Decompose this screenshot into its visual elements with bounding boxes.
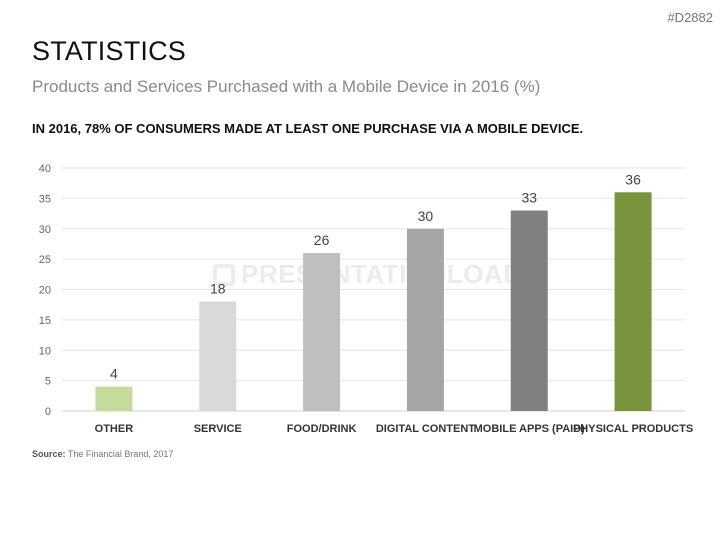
x-tick-label: SERVICE [194, 423, 242, 435]
y-tick-label: 40 [39, 163, 51, 175]
y-tick-label: 20 [39, 285, 51, 297]
bar-chart: 0 5 10 15 20 25 30 35 40 4 OTHER 18 SERVICE 26 FOOD/DR… [39, 163, 693, 435]
data-label: 30 [418, 208, 434, 224]
data-label: 26 [314, 232, 330, 248]
data-label: 36 [625, 171, 641, 187]
x-tick-label: MOBILE APPS (PAID) [474, 423, 586, 435]
source-text: The Financial Brand, 2017 [67, 449, 174, 459]
chart-headline: IN 2016, 78% OF CONSUMERS MADE AT LEAST … [32, 121, 584, 136]
data-label: 18 [210, 281, 226, 297]
y-tick-label: 10 [39, 345, 51, 357]
page-title: STATISTICS [32, 36, 187, 66]
y-tick-label: 5 [45, 376, 51, 388]
x-tick-label: DIGITAL CONTENT [376, 423, 475, 435]
bar-mobile-apps-paid [510, 210, 548, 411]
source-label: Source: [32, 449, 66, 459]
x-tick-label: FOOD/DRINK [287, 423, 357, 435]
y-tick-label: 35 [39, 193, 51, 205]
data-label: 4 [110, 366, 118, 382]
page-subtitle: Products and Services Purchased with a M… [32, 77, 541, 96]
document-id: #D2882 [667, 10, 713, 25]
y-tick-label: 15 [39, 315, 51, 327]
data-label: 33 [521, 190, 537, 206]
bar-service [199, 301, 237, 411]
bar-food-drink [303, 253, 341, 411]
watermark: PRESENTATIONLOAD [213, 259, 522, 290]
bar-physical-products [614, 192, 652, 411]
watermark-logo-icon [213, 264, 235, 286]
y-tick-label: 25 [39, 254, 51, 266]
source-note: Source: The Financial Brand, 2017 [32, 449, 173, 459]
bar-other [95, 386, 133, 411]
x-tick-label: PHYSICAL PRODUCTS [573, 423, 693, 435]
y-tick-label: 0 [45, 406, 51, 418]
bar-digital-content [406, 228, 444, 411]
x-tick-label: OTHER [95, 423, 134, 435]
y-tick-label: 30 [39, 224, 51, 236]
watermark-text: PRESENTATIONLOAD [241, 259, 523, 289]
